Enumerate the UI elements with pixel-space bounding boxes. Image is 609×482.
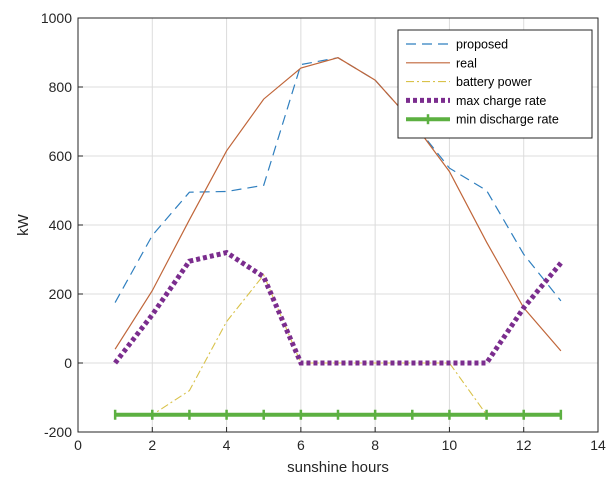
legend-label: min discharge rate bbox=[456, 113, 559, 127]
x-tick-label: 0 bbox=[74, 437, 82, 453]
x-tick-label: 4 bbox=[223, 437, 231, 453]
series-line-real bbox=[114, 57, 562, 352]
y-tick-label: 0 bbox=[64, 355, 72, 371]
y-tick-label: 400 bbox=[49, 217, 73, 233]
legend: proposed real battery power max charge rate… bbox=[397, 29, 593, 139]
y-tick-label: 800 bbox=[49, 79, 73, 95]
y-tick-label: 1000 bbox=[41, 10, 72, 26]
y-axis-title: kW bbox=[15, 213, 32, 236]
x-tick-label: 2 bbox=[148, 437, 156, 453]
y-tick-label: 600 bbox=[49, 148, 73, 164]
x-tick-label: 6 bbox=[297, 437, 305, 453]
x-tick-label: 12 bbox=[516, 437, 532, 453]
x-tick-label: 8 bbox=[371, 437, 379, 453]
series-layer bbox=[113, 57, 563, 420]
legend-label: proposed bbox=[456, 38, 508, 52]
legend-label: max charge rate bbox=[456, 94, 546, 108]
y-tick-label: 200 bbox=[49, 286, 73, 302]
series-line-max-charge-rate bbox=[113, 249, 563, 366]
y-tick-label: -200 bbox=[44, 424, 72, 440]
x-tick-label: 14 bbox=[590, 437, 606, 453]
legend-label: real bbox=[456, 56, 477, 70]
legend-label: battery power bbox=[456, 75, 532, 89]
x-axis-title: sunshine hours bbox=[287, 459, 389, 476]
x-tick-label: 10 bbox=[442, 437, 458, 453]
